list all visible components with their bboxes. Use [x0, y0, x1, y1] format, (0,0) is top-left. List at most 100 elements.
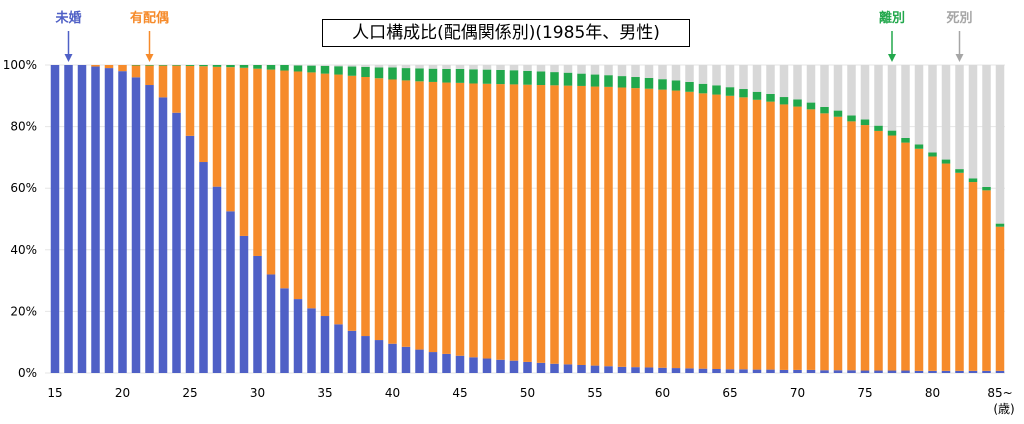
x-tick-labels: 15 20 25 30 35 40 45 50 55 60 65 70 75 80 85~	[47, 386, 1012, 400]
bar-segment	[388, 67, 397, 80]
bar-segment	[509, 65, 519, 71]
bar-segment	[266, 69, 276, 275]
bar-segment	[766, 65, 775, 94]
bar-segment	[617, 65, 627, 77]
bar-segment	[995, 226, 1005, 371]
bar-segment	[199, 162, 208, 373]
bar-segment	[550, 72, 559, 86]
bar-segment	[347, 66, 357, 76]
legend-label: 離別	[879, 10, 905, 26]
bar-segment	[739, 65, 748, 90]
bar-segment	[496, 84, 505, 360]
bar-segment	[320, 316, 330, 373]
bar-segment	[91, 65, 100, 67]
x-tick-label: 50	[520, 386, 535, 400]
bar-segment	[118, 65, 127, 72]
bar-segment	[941, 65, 951, 160]
bar-segment	[779, 369, 789, 373]
bar-segment	[428, 65, 438, 69]
bar-segment	[752, 99, 762, 370]
y-tick-label: 40%	[10, 243, 37, 257]
y-tick-label: 100%	[3, 58, 37, 72]
bar-segment	[550, 65, 559, 73]
bar-segment	[631, 77, 640, 89]
bar-segment	[388, 343, 397, 373]
bar-segment	[887, 65, 897, 131]
bar-segment	[131, 65, 141, 66]
bar-segment	[914, 65, 924, 145]
bar-segment	[644, 88, 654, 368]
bar-segment	[914, 144, 924, 149]
bar-segment	[172, 112, 181, 374]
bar-segment	[725, 369, 735, 373]
bar-segment	[658, 65, 667, 80]
bar-segment	[685, 81, 694, 92]
bar-segment	[334, 66, 343, 75]
bar-segment	[334, 65, 343, 67]
bar-segment	[374, 65, 384, 68]
bar-segment	[442, 69, 451, 83]
bar-segment	[874, 125, 883, 131]
bar-segment	[307, 308, 316, 373]
bar-segment	[941, 163, 951, 371]
bar-segment	[361, 65, 370, 67]
bar-segment	[212, 66, 222, 187]
bar-segment	[928, 65, 937, 153]
bar-segment	[253, 68, 262, 256]
bar-segment	[847, 115, 856, 122]
bar-segment	[712, 368, 721, 373]
bar-segment	[536, 85, 546, 363]
bar-segment	[239, 67, 249, 236]
bar-segment	[685, 65, 694, 82]
x-tick-label: 75	[857, 386, 872, 400]
bar-segment	[482, 65, 492, 70]
bar-segment	[563, 72, 573, 86]
bar-segment	[752, 91, 762, 100]
bar-segment	[644, 367, 654, 373]
bar-segment	[739, 369, 748, 373]
bar-segment	[307, 65, 316, 66]
bar-segment	[793, 106, 802, 370]
bar-segment	[388, 79, 397, 344]
bar-segment	[415, 349, 424, 373]
bar-segment	[415, 81, 424, 350]
bar-segment	[968, 370, 978, 373]
bar-segment	[631, 88, 640, 368]
bar-segment	[347, 330, 357, 373]
bar-segment	[307, 72, 316, 309]
bar-segment	[523, 65, 532, 71]
bar-segment	[280, 65, 289, 71]
bar-segment	[617, 366, 627, 373]
bar-segment	[806, 102, 816, 110]
bar-segment	[725, 87, 735, 96]
bar-segment	[239, 65, 249, 68]
bar-segment	[698, 93, 708, 369]
bar-segment	[833, 110, 843, 117]
bar-segment	[631, 367, 640, 373]
bar-segment	[671, 65, 681, 81]
bar-segment	[550, 363, 559, 373]
bar-segment	[671, 90, 681, 369]
bar-segment	[941, 159, 951, 164]
bar-segment	[523, 361, 532, 373]
bar-segment	[442, 353, 451, 373]
bar-segment	[644, 65, 654, 78]
bar-segment	[941, 370, 951, 373]
bar-segment	[604, 366, 613, 373]
bar-segment	[685, 91, 694, 369]
bar-segment	[185, 135, 195, 373]
bar-segment	[469, 69, 478, 84]
bar-segment	[563, 85, 573, 365]
x-tick-label: 40	[385, 386, 400, 400]
bar-segment	[361, 336, 370, 373]
bar-segment	[671, 80, 681, 91]
bar-segment	[928, 156, 937, 371]
bar-segment	[469, 65, 478, 70]
bar-segment	[77, 65, 87, 373]
bar-segment	[320, 65, 330, 66]
bar-segment	[712, 65, 721, 86]
bar-segment	[658, 79, 667, 90]
bar-segment	[185, 65, 195, 136]
legend-label: 死別	[946, 11, 972, 26]
bar-segment	[779, 97, 789, 105]
